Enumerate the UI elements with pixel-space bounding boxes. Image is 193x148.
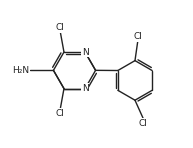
- Text: Cl: Cl: [139, 119, 148, 128]
- Text: N: N: [82, 48, 88, 57]
- Text: H₂N: H₂N: [13, 66, 30, 75]
- Text: N: N: [82, 84, 88, 93]
- Text: Cl: Cl: [133, 32, 142, 41]
- Text: Cl: Cl: [56, 23, 65, 32]
- Text: Cl: Cl: [56, 109, 65, 118]
